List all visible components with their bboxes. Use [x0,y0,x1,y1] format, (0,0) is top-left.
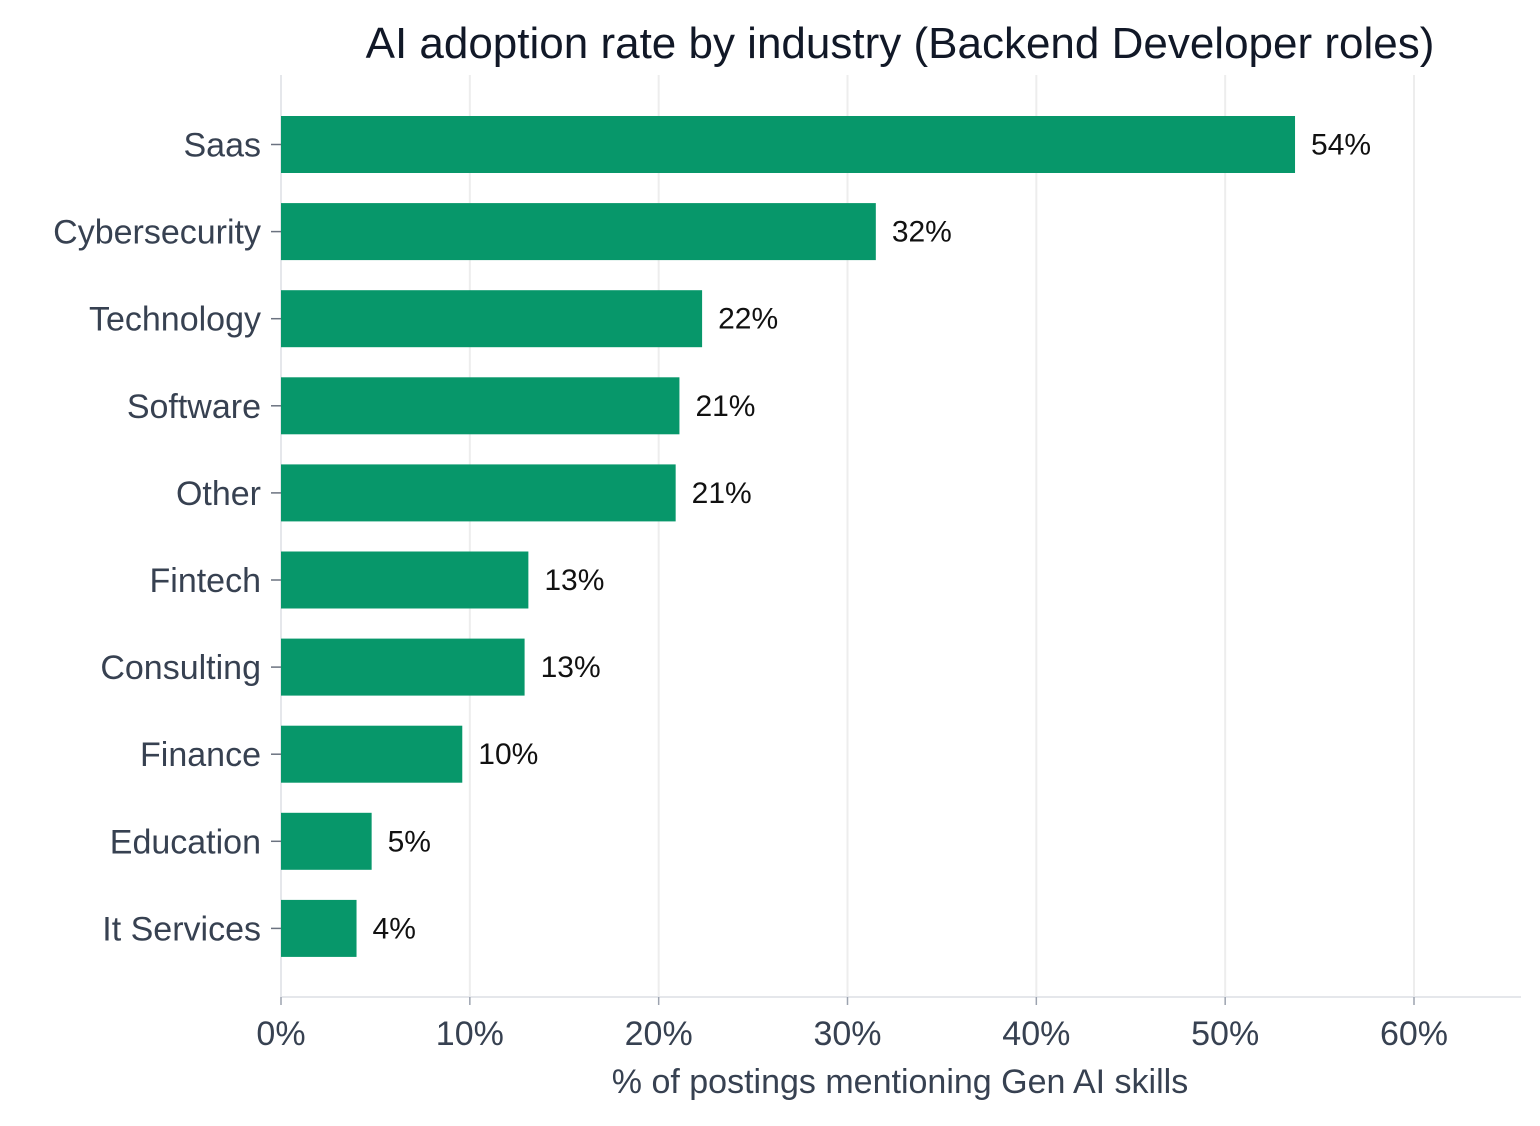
value-label: 22% [718,303,778,336]
category-label: Education [110,823,261,861]
category-label: Fintech [150,562,262,600]
bar [281,638,525,696]
value-label: 13% [541,651,601,684]
value-label: 32% [892,216,952,249]
category-label: Consulting [100,649,261,687]
x-tick-label: 30% [813,1015,881,1053]
value-label: 13% [544,564,604,597]
x-tick-label: 0% [256,1015,305,1053]
x-tick-label: 10% [436,1015,504,1053]
bar [281,290,703,348]
value-labels: 54% 32% 22% 21% 21% 13% 13% 10% 5% 4% [373,129,1372,946]
category-label: Cybersecurity [53,214,261,252]
category-label: Other [176,475,261,513]
bar [281,116,1296,173]
x-tick-label: 50% [1191,1015,1259,1053]
value-label: 21% [692,477,752,510]
bar [281,812,372,870]
bar [281,464,676,522]
bar [281,377,680,435]
x-tick-label: 20% [625,1015,693,1053]
category-label: Finance [140,736,261,774]
chart-title: AI adoption rate by industry (Backend De… [366,19,1435,68]
x-tick-label: 40% [1002,1015,1070,1053]
category-label: It Services [102,910,261,948]
category-label: Software [127,388,261,426]
bar [281,551,529,609]
value-label: 54% [1311,129,1371,162]
value-label: 5% [388,825,431,858]
bar [281,899,357,957]
x-tick-label: 60% [1380,1015,1448,1053]
bar [281,203,876,261]
category-label: Saas [184,127,262,165]
value-label: 10% [478,738,538,771]
x-axis-title: % of postings mentioning Gen AI skills [612,1063,1188,1101]
bar [281,725,463,783]
bars [281,116,1296,957]
category-labels: Saas Cybersecurity Technology Software Other… [53,127,281,948]
category-label: Technology [89,301,261,339]
x-tick-labels: 0% 10% 20% 30% 40% 50% 60% [256,997,1448,1053]
value-label: 4% [373,912,416,945]
value-label: 21% [695,390,755,423]
